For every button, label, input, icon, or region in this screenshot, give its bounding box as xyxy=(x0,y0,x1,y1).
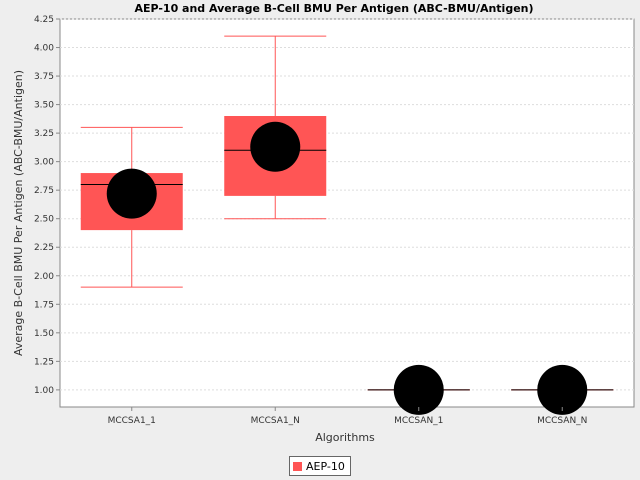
mean-marker xyxy=(393,364,444,415)
y-tick-label: 3.00 xyxy=(34,158,54,168)
x-tick-label: MCCSA1_N xyxy=(251,416,300,426)
y-tick-label: 2.75 xyxy=(34,186,54,196)
y-tick-label: 1.25 xyxy=(34,357,54,367)
boxes xyxy=(80,35,614,415)
y-axis: 1.00 1.25 1.50 1.75 2.00 2.25 2.50 2.75 3.00 3.25… xyxy=(34,15,60,396)
x-axis: MCCSA1_1 MCCSA1_N MCCSAN_1 MCCSAN_N xyxy=(108,407,587,426)
mean-marker xyxy=(250,121,301,172)
y-tick-label: 1.75 xyxy=(34,300,54,310)
legend: AEP-10 xyxy=(289,456,351,476)
y-tick-label: 2.25 xyxy=(34,243,54,253)
box-MCCSA1_N xyxy=(224,35,327,220)
box-MCCSAN_N xyxy=(511,364,614,415)
y-tick-label: 2.00 xyxy=(34,272,54,282)
y-tick-label: 3.50 xyxy=(34,101,54,111)
y-tick-label: 1.50 xyxy=(34,329,54,339)
y-tick-label: 4.00 xyxy=(34,44,54,54)
y-axis-label: Average B-Cell BMU Per Antigen (ABC-BMU/… xyxy=(12,70,25,356)
box-MCCSA1_1 xyxy=(80,126,183,288)
x-tick-label: MCCSAN_1 xyxy=(394,416,443,426)
legend-swatch xyxy=(293,461,302,471)
y-tick-label: 3.75 xyxy=(34,72,54,82)
y-tick-label: 3.25 xyxy=(34,129,54,139)
x-tick-label: MCCSA1_1 xyxy=(108,416,156,426)
mean-marker xyxy=(106,168,157,219)
box-MCCSAN_1 xyxy=(367,364,470,415)
y-tick-label: 4.25 xyxy=(34,15,54,25)
mean-marker xyxy=(537,364,588,415)
chart-title: AEP-10 and Average B-Cell BMU Per Antige… xyxy=(134,2,533,15)
y-tick-label: 2.50 xyxy=(34,215,54,225)
y-tick-label: 1.00 xyxy=(34,386,54,396)
legend-label: AEP-10 xyxy=(306,459,345,473)
x-axis-label: Algorithms xyxy=(315,431,375,444)
x-tick-label: MCCSAN_N xyxy=(537,416,587,426)
